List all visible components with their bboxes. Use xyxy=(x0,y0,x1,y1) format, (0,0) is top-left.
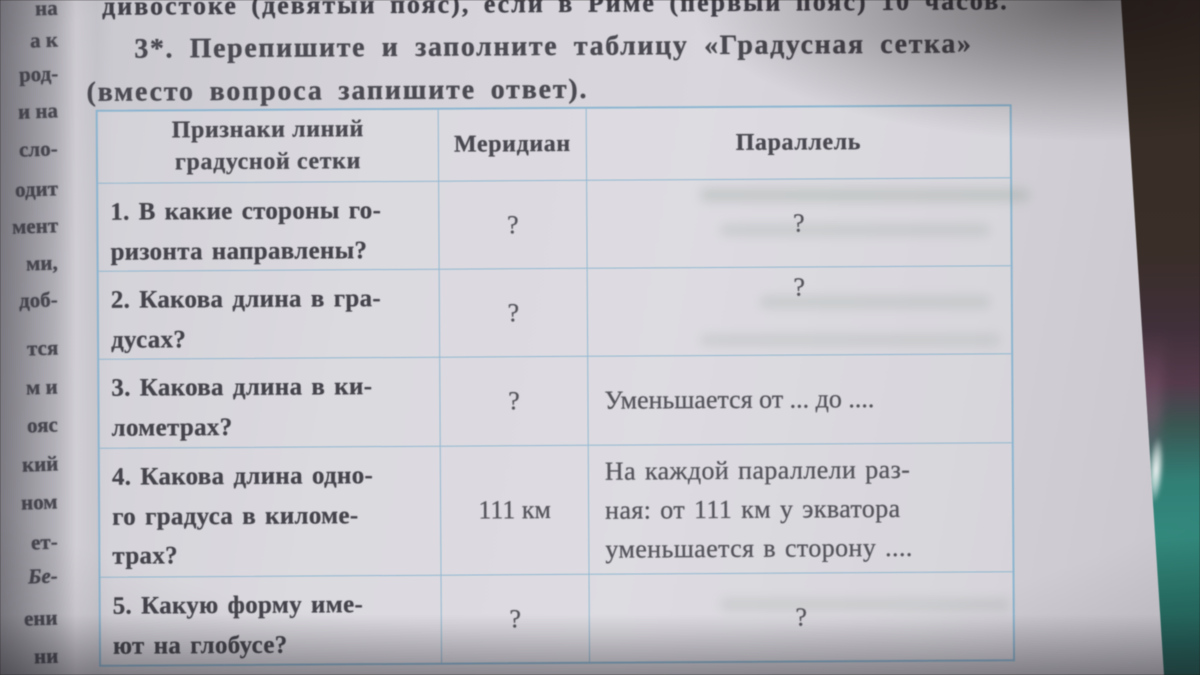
meridian-cell-3: ? xyxy=(440,356,589,447)
spine-text-fragment: ояс xyxy=(26,412,59,438)
meridian-cell-1: ? xyxy=(439,180,588,270)
feature-cell-2: 2. Какова длина в гра- дусах? xyxy=(98,269,441,360)
spine-text-fragment: а к xyxy=(29,27,59,53)
facing-page-spine: на а к род- и на сло- одит мент ми, доб-… xyxy=(0,0,62,675)
meridian-cell-2: ? xyxy=(439,268,589,358)
spine-text-fragment: ет- xyxy=(30,529,59,555)
spine-text-fragment: и на xyxy=(17,98,59,124)
spine-text-fragment: сло- xyxy=(18,136,59,162)
grid-table: Признаки линий градусной сетки Меридиан … xyxy=(95,104,1016,667)
task-heading-line1: 3*. Перепишите и заполните таблицу «Град… xyxy=(134,28,973,65)
spine-text-fragment: ном xyxy=(21,489,59,515)
col-header-features: Признаки линий градусной сетки xyxy=(97,109,440,184)
spine-text-fragment: Бе- xyxy=(27,563,59,589)
top-cutoff-text: дивостоке (девятый пояс), если в Риме (п… xyxy=(101,0,1009,21)
spine-text-fragment: ми, xyxy=(25,250,59,276)
spine-text-fragment: род- xyxy=(18,61,59,87)
spine-text-fragment: ени xyxy=(24,605,59,631)
parallel-cell-4: На каждой параллели раз- ная: от 111 км … xyxy=(588,443,1013,575)
spine-text-fragment: доб- xyxy=(18,287,59,313)
meridian-cell-5: ? xyxy=(441,574,591,663)
spine-text-fragment: мент xyxy=(11,213,59,239)
feature-cell-5: 5. Какую форму име- ют на глобусе? xyxy=(100,575,443,665)
col-header-meridian: Меридиан xyxy=(438,108,588,182)
feature-cell-3: 3. Какова длина в ки- лометрах? xyxy=(99,357,441,449)
parallel-cell-2: ? xyxy=(587,266,1012,357)
parallel-cell-5: ? xyxy=(795,601,808,632)
spine-text-fragment: тся xyxy=(26,335,59,361)
feature-cell-4: 4. Какова длина одно- го градуса в килом… xyxy=(99,446,442,578)
parallel-cell-3: Уменьшается от ... до .... xyxy=(588,354,1012,446)
page-content: дивостоке (девятый пояс), если в Риме (п… xyxy=(86,0,1018,675)
parallel-cell-1: ? xyxy=(587,178,1011,269)
col-header-parallel: Параллель xyxy=(586,106,1011,181)
meridian-cell-4: 111 км xyxy=(440,445,590,576)
spine-text-fragment: кий xyxy=(21,451,59,477)
task-heading-line2: (вместо вопроса запишите ответ). xyxy=(86,73,589,108)
spine-text-fragment: одит xyxy=(14,176,59,202)
spine-text-fragment: на xyxy=(34,0,59,21)
spine-text-fragment: м и xyxy=(25,374,59,400)
spine-text-fragment: ни xyxy=(33,643,59,669)
feature-cell-1: 1. В какие стороны го- ризонта направлен… xyxy=(98,181,440,272)
